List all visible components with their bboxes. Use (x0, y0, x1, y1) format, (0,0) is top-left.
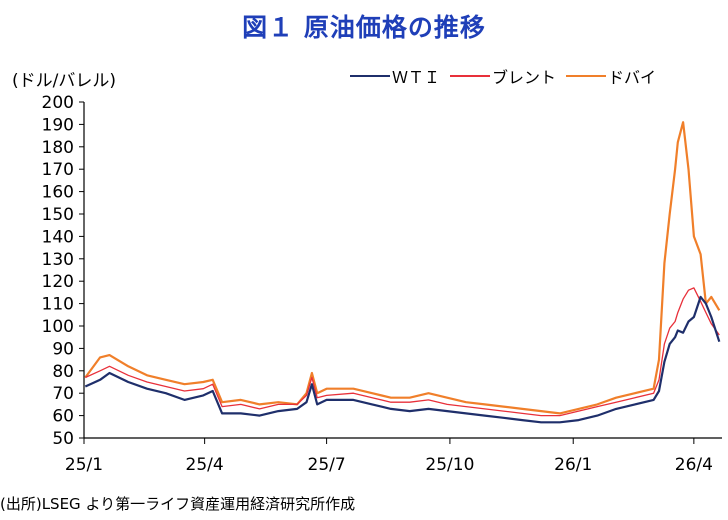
chart-title: 図１ 原油価格の推移 (242, 13, 486, 42)
legend-item-wti: ＷＴＩ (350, 64, 440, 88)
legend-line-dubai (566, 75, 607, 77)
y-tick-label-170: 170 (42, 160, 74, 180)
x-tick-label-3: 25/10 (425, 455, 474, 475)
y-tick-label-80: 80 (52, 362, 74, 382)
y-tick-label-200: 200 (42, 93, 74, 113)
x-tick-label-4: 26/1 (554, 455, 592, 475)
x-tick-label-2: 25/7 (308, 455, 346, 475)
y-tick-label-90: 90 (52, 339, 74, 359)
x-tick-label-1: 25/4 (186, 455, 224, 475)
legend-item-dubai: ドバイ (566, 64, 656, 88)
x-tick-label-5: 26/4 (675, 455, 713, 475)
y-tick-label-70: 70 (52, 384, 74, 404)
y-tick-label-190: 190 (42, 115, 74, 135)
legend-line-wti (350, 75, 390, 77)
series-line-brent (85, 287, 720, 417)
y-tick-label-60: 60 (52, 407, 74, 427)
series-line-dubai (84, 121, 721, 415)
y-tick-label-100: 100 (42, 317, 74, 337)
legend-label-wti: ＷＴＩ (392, 68, 441, 87)
y-tick-label-140: 140 (42, 227, 74, 247)
legend-line-brent (450, 75, 491, 77)
legend-item-brent: ブレント (450, 64, 556, 88)
y-tick-label-180: 180 (42, 138, 74, 158)
legend-label-dubai: ドバイ (608, 68, 657, 87)
source-note: (出所)LSEG より第一ライフ資産運用経済研究所作成 (0, 495, 356, 513)
y-tick-label-50: 50 (52, 429, 74, 449)
y-tick-label-120: 120 (42, 272, 74, 292)
legend-label-brent: ブレント (492, 68, 557, 87)
y-tick-label-160: 160 (42, 183, 74, 203)
legend: ＷＴＩ ブレント ドバイ (350, 64, 666, 88)
y-tick-label-130: 130 (42, 250, 74, 270)
series-line-wti (84, 295, 721, 424)
y-axis-unit-label: (ドル/バレル) (12, 71, 116, 91)
x-tick-label-0: 25/1 (65, 455, 103, 475)
y-tick-label-110: 110 (42, 295, 74, 315)
y-tick-label-150: 150 (42, 205, 74, 225)
